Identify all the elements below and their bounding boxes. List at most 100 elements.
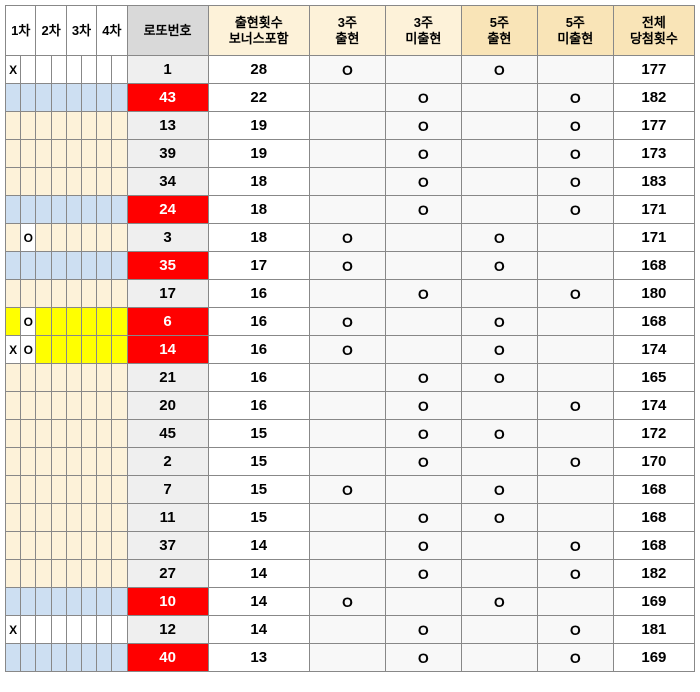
mark-cell-4 (66, 448, 81, 476)
mark-cell-5 (81, 420, 96, 448)
table-row: 2116OO165 (6, 364, 695, 392)
mark-cell-7 (112, 112, 127, 140)
w5-appear-cell: O (461, 588, 537, 616)
mark-cell-5 (81, 252, 96, 280)
table-row: 2418OO171 (6, 196, 695, 224)
w5-notappear-cell: O (537, 112, 613, 140)
mark-cell-0 (6, 560, 21, 588)
header-cha-2: 2차 (36, 6, 66, 56)
mark-cell-6 (97, 84, 112, 112)
w5-appear-cell (461, 616, 537, 644)
lotto-number-cell: 45 (127, 420, 208, 448)
mark-cell-6 (97, 280, 112, 308)
mark-cell-7 (112, 308, 127, 336)
mark-cell-0 (6, 168, 21, 196)
mark-cell-7 (112, 448, 127, 476)
w5-notappear-cell (537, 224, 613, 252)
w3-notappear-cell (385, 476, 461, 504)
mark-cell-3 (51, 364, 66, 392)
count-cell: 15 (208, 448, 309, 476)
mark-cell-1 (21, 112, 36, 140)
mark-cell-6 (97, 308, 112, 336)
mark-cell-4 (66, 140, 81, 168)
w3-appear-cell (309, 448, 385, 476)
lotto-stats-table: 1차2차3차4차로또번호출현횟수보너스포함3주출현3주미출현5주출현5주미출현전… (5, 5, 695, 672)
mark-cell-0 (6, 112, 21, 140)
mark-cell-1 (21, 420, 36, 448)
w3-notappear-cell: O (385, 644, 461, 672)
mark-cell-4 (66, 336, 81, 364)
count-cell: 19 (208, 112, 309, 140)
table-row: X128OO177 (6, 56, 695, 84)
mark-cell-0 (6, 224, 21, 252)
table-row: XO1416OO174 (6, 336, 695, 364)
mark-cell-1: O (21, 224, 36, 252)
table-row: O616OO168 (6, 308, 695, 336)
table-row: 4515OO172 (6, 420, 695, 448)
table-row: 4013OO169 (6, 644, 695, 672)
mark-cell-5 (81, 392, 96, 420)
w5-appear-cell (461, 140, 537, 168)
mark-cell-7 (112, 196, 127, 224)
w5-notappear-cell: O (537, 560, 613, 588)
mark-cell-7 (112, 392, 127, 420)
total-cell: 171 (613, 224, 694, 252)
mark-cell-5 (81, 196, 96, 224)
mark-cell-3 (51, 392, 66, 420)
mark-cell-4 (66, 196, 81, 224)
w3-notappear-cell: O (385, 84, 461, 112)
w5-notappear-cell: O (537, 448, 613, 476)
mark-cell-7 (112, 588, 127, 616)
w5-appear-cell (461, 112, 537, 140)
count-cell: 16 (208, 280, 309, 308)
table-row: O318OO171 (6, 224, 695, 252)
mark-cell-6 (97, 392, 112, 420)
total-cell: 168 (613, 504, 694, 532)
table-row: 3919OO173 (6, 140, 695, 168)
mark-cell-5 (81, 560, 96, 588)
mark-cell-0 (6, 504, 21, 532)
w3-notappear-cell (385, 56, 461, 84)
w5-notappear-cell (537, 364, 613, 392)
count-cell: 16 (208, 364, 309, 392)
table-row: 4322OO182 (6, 84, 695, 112)
mark-cell-0: X (6, 336, 21, 364)
mark-cell-7 (112, 280, 127, 308)
mark-cell-0 (6, 476, 21, 504)
mark-cell-5 (81, 224, 96, 252)
mark-cell-2 (36, 476, 51, 504)
mark-cell-5 (81, 532, 96, 560)
mark-cell-7 (112, 84, 127, 112)
mark-cell-4 (66, 308, 81, 336)
w3-notappear-cell: O (385, 448, 461, 476)
mark-cell-0 (6, 252, 21, 280)
w3-appear-cell (309, 84, 385, 112)
total-cell: 174 (613, 336, 694, 364)
w3-appear-cell: O (309, 476, 385, 504)
w3-appear-cell (309, 616, 385, 644)
mark-cell-2 (36, 448, 51, 476)
mark-cell-6 (97, 616, 112, 644)
header-3w-appear: 3주출현 (309, 6, 385, 56)
mark-cell-2 (36, 336, 51, 364)
mark-cell-6 (97, 420, 112, 448)
w3-notappear-cell: O (385, 560, 461, 588)
mark-cell-5 (81, 616, 96, 644)
mark-cell-0 (6, 392, 21, 420)
w3-appear-cell: O (309, 308, 385, 336)
w5-notappear-cell (537, 336, 613, 364)
total-cell: 165 (613, 364, 694, 392)
total-cell: 181 (613, 616, 694, 644)
mark-cell-4 (66, 532, 81, 560)
w5-notappear-cell: O (537, 392, 613, 420)
w3-notappear-cell: O (385, 420, 461, 448)
mark-cell-3 (51, 448, 66, 476)
mark-cell-6 (97, 196, 112, 224)
mark-cell-6 (97, 252, 112, 280)
mark-cell-3 (51, 504, 66, 532)
mark-cell-2 (36, 588, 51, 616)
mark-cell-6 (97, 336, 112, 364)
mark-cell-4 (66, 224, 81, 252)
mark-cell-6 (97, 364, 112, 392)
count-cell: 16 (208, 392, 309, 420)
